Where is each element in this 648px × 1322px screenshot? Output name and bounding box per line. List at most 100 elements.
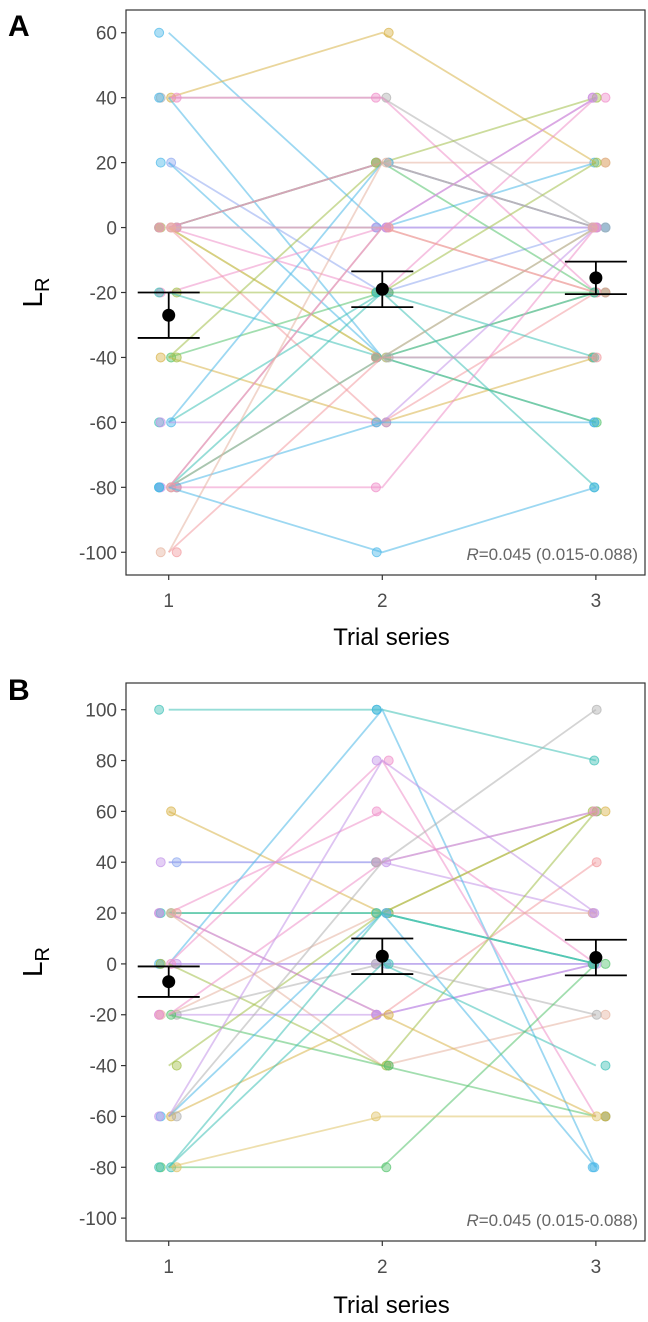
subject-point: [370, 92, 381, 103]
subject-line: [168, 708, 597, 1168]
x-tick-label: 3: [591, 591, 602, 612]
mean-point: [589, 951, 603, 965]
subject-point: [370, 857, 381, 868]
subject-line: [168, 1115, 596, 1169]
y-axis-title: LR: [17, 277, 54, 307]
subject-line: [168, 161, 597, 229]
subject-point: [370, 352, 381, 363]
x-tick-label: 3: [591, 1257, 602, 1278]
subject-point: [383, 958, 394, 969]
x-tick-label: 1: [163, 591, 174, 612]
x-axis-title: Trial series: [333, 1292, 449, 1319]
y-tick-label: -60: [90, 1107, 117, 1128]
subject-point: [155, 417, 166, 428]
y-axis-title: LR: [17, 947, 54, 977]
y-tick-label: 20: [96, 904, 117, 925]
subject-point: [154, 1111, 165, 1122]
panel-label: A: [8, 10, 30, 43]
r-annotation-symbol: R: [466, 1211, 478, 1230]
subject-point: [591, 1111, 602, 1122]
panel-label: B: [8, 674, 30, 707]
y-tick-label: 0: [106, 955, 117, 976]
subject-line: [168, 226, 597, 424]
subject-point: [589, 417, 600, 428]
subject-point: [171, 1111, 182, 1122]
subject-point: [381, 157, 392, 168]
r-annotation: R=0.045 (0.015-0.088): [466, 545, 638, 564]
subject-point: [371, 547, 382, 558]
r-annotation-value: =0.045 (0.015-0.088): [479, 1211, 638, 1230]
subject-point: [154, 27, 165, 38]
subject-point: [591, 704, 602, 715]
subject-series: [154, 704, 611, 1173]
panel-b: B 100 80 60 40 20 0 -20 -40 -60 -80 -100 1 2 3 Trial se…: [8, 674, 646, 1319]
subject-line: [168, 912, 597, 1168]
y-axis-title-sub: R: [32, 277, 54, 291]
subject-point: [171, 547, 182, 558]
subject-point: [587, 1162, 598, 1173]
r-annotation-symbol: R: [466, 545, 478, 564]
subject-line: [168, 161, 596, 359]
subject-point: [600, 1111, 611, 1122]
subject-line: [168, 161, 596, 229]
subject-point: [589, 755, 600, 766]
y-tick-label: 60: [96, 24, 117, 45]
y-tick-label: 0: [106, 219, 117, 240]
subject-point: [166, 908, 177, 919]
subject-line: [168, 96, 597, 294]
subject-point: [370, 1111, 381, 1122]
subject-point: [600, 92, 611, 103]
y-tick-label: 20: [96, 154, 117, 175]
subject-point: [154, 908, 165, 919]
y-axis-title-sub: R: [32, 947, 54, 961]
y-axis-title-main: L: [17, 292, 48, 308]
subject-point: [370, 482, 381, 493]
subject-point: [171, 1060, 182, 1071]
subject-point: [383, 1060, 394, 1071]
subject-point: [591, 352, 602, 363]
subject-point: [381, 1162, 392, 1173]
y-tick-label: -100: [79, 543, 117, 564]
subject-point: [600, 958, 611, 969]
subject-point: [591, 157, 602, 168]
subject-point: [370, 958, 381, 969]
y-axis-title-main: L: [17, 961, 48, 977]
subject-point: [600, 806, 611, 817]
y-tick-label: 40: [96, 89, 117, 110]
subject-line: [168, 226, 597, 424]
subject-point: [154, 1009, 165, 1020]
subject-point: [154, 222, 165, 233]
subject-line: [168, 356, 596, 553]
y-tick-label: -20: [90, 1006, 117, 1027]
mean-point: [162, 308, 176, 322]
y-tick-label: -80: [90, 478, 117, 499]
subject-point: [600, 222, 611, 233]
x-tick-label: 2: [377, 591, 388, 612]
subject-point: [591, 1009, 602, 1020]
subject-point: [171, 1162, 182, 1173]
subject-point: [154, 92, 165, 103]
subject-line: [168, 291, 597, 488]
y-tick-label: -80: [90, 1158, 117, 1179]
subject-point: [154, 1162, 165, 1173]
subject-point: [589, 482, 600, 493]
subject-point: [371, 908, 382, 919]
subject-line: [168, 708, 597, 762]
subject-point: [154, 704, 165, 715]
subject-point: [383, 27, 394, 38]
r-annotation-value: =0.045 (0.015-0.088): [479, 545, 638, 564]
subject-point: [166, 806, 177, 817]
y-tick-label: -60: [90, 413, 117, 434]
subject-point: [166, 222, 177, 233]
subject-line: [168, 810, 597, 864]
subject-point: [600, 287, 611, 298]
subject-line: [168, 161, 597, 229]
y-tick-label: 100: [85, 701, 117, 722]
subject-point: [154, 482, 165, 493]
subject-point: [600, 1060, 611, 1071]
r-annotation: R=0.045 (0.015-0.088): [466, 1211, 638, 1230]
y-tick-label: -40: [90, 1057, 117, 1078]
subject-point: [371, 417, 382, 428]
x-tick-label: 2: [377, 1257, 388, 1278]
